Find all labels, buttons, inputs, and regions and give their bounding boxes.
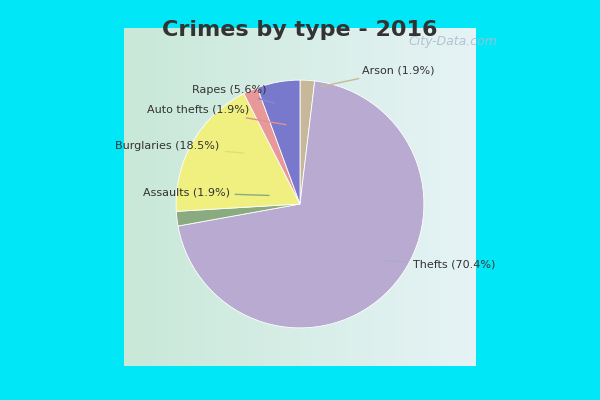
Text: Assaults (1.9%): Assaults (1.9%) xyxy=(143,188,269,198)
Wedge shape xyxy=(257,80,300,204)
Text: Rapes (5.6%): Rapes (5.6%) xyxy=(192,85,275,103)
Text: City-Data.com: City-Data.com xyxy=(408,35,497,48)
Wedge shape xyxy=(300,80,315,204)
Text: Crimes by type - 2016: Crimes by type - 2016 xyxy=(162,20,438,40)
Text: Thefts (70.4%): Thefts (70.4%) xyxy=(385,260,495,270)
Wedge shape xyxy=(176,204,300,226)
Text: Auto thefts (1.9%): Auto thefts (1.9%) xyxy=(147,105,286,125)
Wedge shape xyxy=(244,88,300,204)
Text: Arson (1.9%): Arson (1.9%) xyxy=(321,65,434,86)
Wedge shape xyxy=(178,81,424,328)
Text: Burglaries (18.5%): Burglaries (18.5%) xyxy=(115,141,244,153)
Wedge shape xyxy=(176,94,300,211)
